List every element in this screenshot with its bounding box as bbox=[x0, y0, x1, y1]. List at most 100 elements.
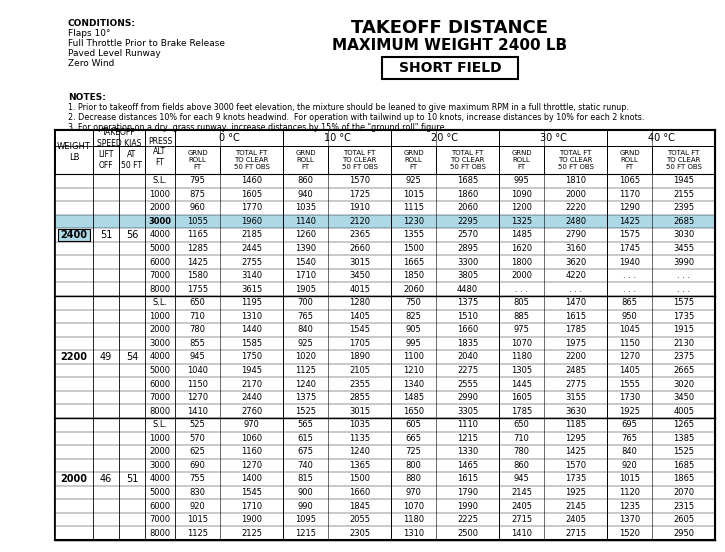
Bar bbox=[55, 188, 715, 201]
Text: 2570: 2570 bbox=[457, 231, 479, 240]
Text: 2685: 2685 bbox=[673, 217, 695, 226]
Text: 1150: 1150 bbox=[187, 380, 208, 389]
Text: 1405: 1405 bbox=[619, 366, 640, 375]
Text: 1915: 1915 bbox=[674, 325, 694, 335]
Bar bbox=[119, 146, 145, 174]
Text: 1410: 1410 bbox=[187, 407, 208, 416]
Text: 1810: 1810 bbox=[565, 176, 587, 185]
Bar bbox=[283, 146, 328, 174]
Text: 1280: 1280 bbox=[349, 298, 370, 307]
Text: 1520: 1520 bbox=[619, 529, 640, 538]
Text: 665: 665 bbox=[406, 434, 422, 443]
Text: 1260: 1260 bbox=[295, 231, 316, 240]
Text: 2125: 2125 bbox=[241, 529, 262, 538]
Text: 1745: 1745 bbox=[619, 244, 640, 253]
Text: 1270: 1270 bbox=[187, 393, 208, 402]
Text: 1945: 1945 bbox=[241, 366, 262, 375]
Text: 1375: 1375 bbox=[457, 298, 478, 307]
Text: 740: 740 bbox=[298, 461, 314, 470]
Text: 1215: 1215 bbox=[295, 529, 316, 538]
Text: 695: 695 bbox=[622, 420, 637, 429]
Text: 1905: 1905 bbox=[295, 285, 316, 294]
Text: TAKEOFF DISTANCE: TAKEOFF DISTANCE bbox=[352, 19, 549, 37]
Text: 880: 880 bbox=[406, 475, 422, 484]
Text: 900: 900 bbox=[298, 488, 313, 497]
Text: 1015: 1015 bbox=[403, 190, 424, 199]
Text: 1925: 1925 bbox=[619, 407, 640, 416]
Text: 1330: 1330 bbox=[457, 447, 478, 457]
Text: 1725: 1725 bbox=[349, 190, 370, 199]
Text: 710: 710 bbox=[514, 434, 530, 443]
Bar bbox=[55, 364, 715, 378]
Text: 840: 840 bbox=[298, 325, 314, 335]
Bar bbox=[499, 146, 544, 174]
Bar bbox=[55, 310, 715, 323]
Text: 990: 990 bbox=[298, 502, 313, 511]
Text: 1045: 1045 bbox=[619, 325, 640, 335]
Text: 905: 905 bbox=[406, 325, 421, 335]
Text: 2305: 2305 bbox=[349, 529, 370, 538]
Text: 2405: 2405 bbox=[566, 515, 587, 524]
Text: 2440: 2440 bbox=[241, 393, 262, 402]
Text: 1835: 1835 bbox=[457, 339, 478, 348]
Bar bbox=[145, 130, 175, 174]
Text: 1355: 1355 bbox=[403, 231, 424, 240]
Bar bbox=[55, 215, 715, 228]
Bar bbox=[93, 130, 145, 146]
Text: TOTAL FT
TO CLEAR
50 FT OBS: TOTAL FT TO CLEAR 50 FT OBS bbox=[450, 150, 486, 170]
Bar bbox=[55, 269, 715, 283]
Text: TOTAL FT
TO CLEAR
50 FT OBS: TOTAL FT TO CLEAR 50 FT OBS bbox=[341, 150, 378, 170]
Bar bbox=[55, 130, 715, 540]
Text: 1735: 1735 bbox=[673, 312, 695, 321]
Text: 1540: 1540 bbox=[295, 258, 316, 267]
Text: GRND
ROLL
FT: GRND ROLL FT bbox=[619, 150, 640, 170]
Text: 5000: 5000 bbox=[149, 366, 170, 375]
Text: 1800: 1800 bbox=[511, 258, 532, 267]
Text: 1585: 1585 bbox=[241, 339, 262, 348]
Text: 1125: 1125 bbox=[187, 529, 208, 538]
Text: 2500: 2500 bbox=[457, 529, 479, 538]
Bar bbox=[55, 130, 715, 146]
Text: 3450: 3450 bbox=[349, 271, 370, 280]
Text: 40 °C: 40 °C bbox=[647, 133, 674, 143]
Text: 615: 615 bbox=[298, 434, 314, 443]
Text: TOTAL FT
TO CLEAR
50 FT OBS: TOTAL FT TO CLEAR 50 FT OBS bbox=[233, 150, 270, 170]
Text: 1685: 1685 bbox=[673, 461, 695, 470]
Text: 1270: 1270 bbox=[619, 353, 640, 362]
Bar bbox=[607, 146, 652, 174]
Text: TOTAL FT
TO CLEAR
50 FT OBS: TOTAL FT TO CLEAR 50 FT OBS bbox=[666, 150, 702, 170]
Text: 4480: 4480 bbox=[457, 285, 479, 294]
Text: 1770: 1770 bbox=[241, 203, 262, 213]
Text: . . .: . . . bbox=[677, 271, 690, 280]
Text: 1405: 1405 bbox=[349, 312, 370, 321]
Text: 1445: 1445 bbox=[511, 380, 532, 389]
Text: 605: 605 bbox=[406, 420, 422, 429]
Text: 1035: 1035 bbox=[295, 203, 316, 213]
Text: 3805: 3805 bbox=[457, 271, 478, 280]
Text: 1270: 1270 bbox=[241, 461, 262, 470]
Text: 2400: 2400 bbox=[60, 230, 88, 240]
Text: 1650: 1650 bbox=[403, 407, 424, 416]
Text: 675: 675 bbox=[298, 447, 314, 457]
Text: 1790: 1790 bbox=[457, 488, 479, 497]
Text: 815: 815 bbox=[298, 475, 314, 484]
Text: 1785: 1785 bbox=[511, 407, 532, 416]
Text: 780: 780 bbox=[190, 325, 206, 335]
Bar bbox=[58, 351, 90, 363]
Text: 4000: 4000 bbox=[149, 353, 170, 362]
Text: 1110: 1110 bbox=[457, 420, 479, 429]
Text: 20 °C: 20 °C bbox=[431, 133, 458, 143]
Text: 2060: 2060 bbox=[457, 203, 479, 213]
Text: S.L.: S.L. bbox=[152, 298, 167, 307]
Text: 56: 56 bbox=[126, 230, 138, 240]
Text: 1125: 1125 bbox=[295, 366, 316, 375]
Text: 1910: 1910 bbox=[349, 203, 370, 213]
Text: 2. Decrease distances 10% for each 9 knots headwind.  For operation with tailwin: 2. Decrease distances 10% for each 9 kno… bbox=[68, 114, 645, 123]
Bar bbox=[93, 146, 119, 174]
Text: MAXIMUM WEIGHT 2400 LB: MAXIMUM WEIGHT 2400 LB bbox=[333, 38, 568, 52]
Text: 10 °C: 10 °C bbox=[323, 133, 350, 143]
Text: Paved Level Runway: Paved Level Runway bbox=[68, 50, 161, 59]
Text: 1960: 1960 bbox=[241, 217, 262, 226]
Text: 2555: 2555 bbox=[457, 380, 479, 389]
Bar bbox=[544, 146, 607, 174]
